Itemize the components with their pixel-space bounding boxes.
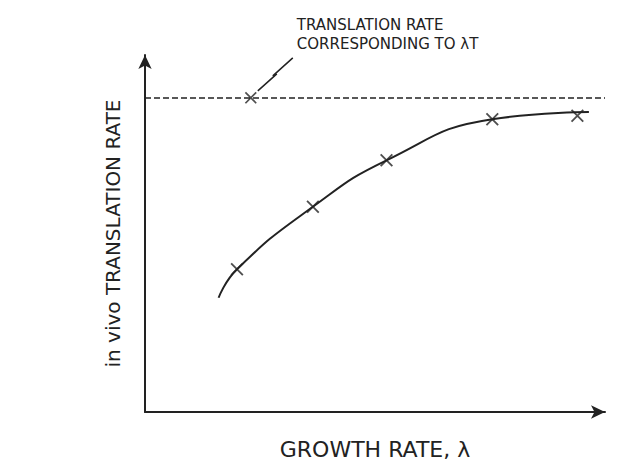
svg-text:TRANSLATION RATE: TRANSLATION RATE — [296, 16, 444, 34]
svg-text:CORRESPONDING TO λT: CORRESPONDING TO λT — [297, 35, 479, 53]
svg-text:in vivo TRANSLATION RATE: in vivo TRANSLATION RATE — [101, 99, 125, 367]
svg-text:GROWTH RATE, λ: GROWTH RATE, λ — [280, 437, 470, 462]
